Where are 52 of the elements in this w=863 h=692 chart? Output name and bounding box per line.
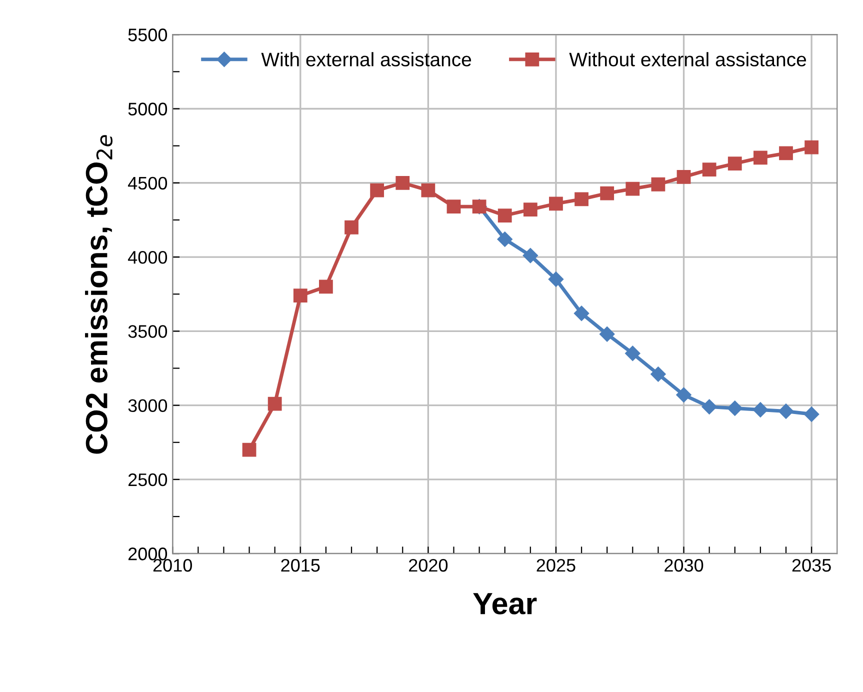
point [625,346,640,361]
point [727,400,742,416]
x-tick-label: 2025 [536,558,576,572]
point [446,200,461,214]
point [548,272,564,287]
point [600,186,614,200]
point [268,396,282,411]
y-tick-label: 2000 [128,548,168,560]
y-tick-label: 2500 [128,473,168,486]
x-tick-label: 2015 [281,558,320,572]
point [549,196,563,211]
point [650,366,666,382]
point [778,404,794,419]
legend-label: With external assistance [261,52,472,66]
x-tick-label: 2030 [664,558,704,572]
point [523,202,538,217]
point [804,406,820,422]
y-tick-label: 4000 [128,250,168,264]
y-tick-label: 5000 [128,102,168,116]
y-tick-label: 5500 [128,28,168,42]
point [242,442,256,457]
legend-label: Without external assistance [569,52,806,66]
point [676,387,692,403]
point [702,399,717,414]
point [498,208,512,222]
x-tick-label: 2020 [409,558,448,572]
point [779,146,793,160]
point [626,182,640,196]
y-axis-title: CO2 emissions, tCO$_{2e}$ [85,135,112,454]
point [753,150,768,165]
y-tick-label: 3000 [128,399,168,412]
point [497,232,512,247]
point [421,183,436,198]
point [370,183,384,198]
point [752,402,768,418]
x-tick-label: 2035 [792,558,831,572]
point [574,306,590,321]
point [728,156,742,171]
point [804,140,818,154]
point [600,326,615,342]
point [396,176,410,190]
y-tick-label: 4500 [128,176,168,190]
y-tick-label: 3500 [128,325,168,338]
point [522,248,538,264]
point [676,170,691,184]
point [651,177,666,192]
point [293,288,308,303]
point [574,192,588,206]
point [702,162,716,176]
point [344,220,358,234]
x-axis-title: Year [473,593,537,614]
point [319,280,333,294]
